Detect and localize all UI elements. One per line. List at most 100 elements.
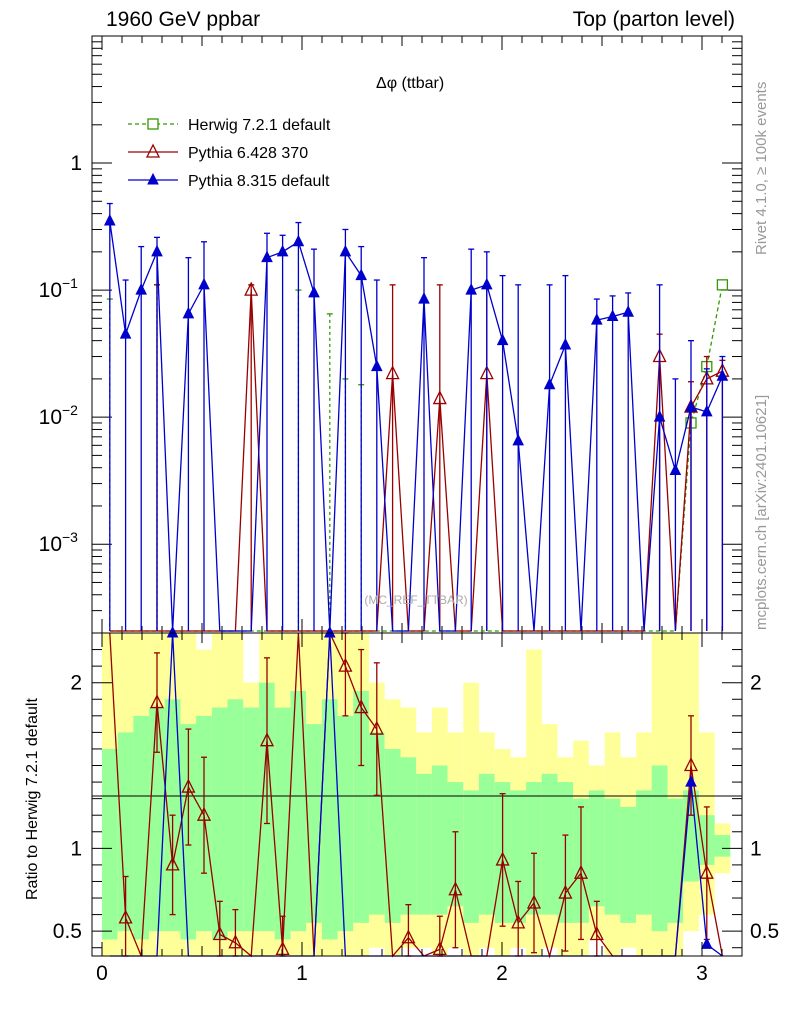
ratio-point xyxy=(589,926,604,941)
data-point xyxy=(308,285,320,298)
main-y-tick-exponent: −3 xyxy=(62,529,78,545)
ratio-x-ticks: 0 1 2 3 xyxy=(96,633,743,985)
ratio-band-inner xyxy=(463,790,480,923)
ratio-point xyxy=(354,699,369,714)
data-point xyxy=(685,399,697,412)
main-y-tick-label: 1 xyxy=(70,152,82,175)
data-point xyxy=(480,277,493,290)
ratio-y-tick-label: 0.5 xyxy=(53,920,82,943)
ratio-y-ticks: 2 2 1 1 0.5 0.5 xyxy=(53,632,779,949)
data-point xyxy=(418,291,430,304)
x-tick-label: 2 xyxy=(496,962,508,985)
main-y-tick-label: 10 xyxy=(39,279,62,302)
data-point xyxy=(244,281,259,296)
x-tick-label: 1 xyxy=(296,962,308,985)
ratio-point xyxy=(699,864,714,879)
ratio-band-inner xyxy=(588,790,605,907)
ratio-band-inner xyxy=(101,748,118,940)
ratio-point xyxy=(196,806,212,821)
main-y-tick-exponent: −2 xyxy=(62,402,78,418)
legend-label: Herwig 7.2.1 default xyxy=(188,117,331,134)
data-point xyxy=(151,244,163,257)
ratio-series-pythia6 xyxy=(109,632,724,959)
data-point xyxy=(119,327,132,339)
ratio-point xyxy=(259,732,275,747)
ratio-point xyxy=(165,856,180,871)
ratio-band-inner xyxy=(211,707,228,940)
analysis-watermark: (MC_REF_TTBAR) xyxy=(364,593,467,607)
data-point xyxy=(339,244,352,257)
ratio-y-axis-label: Ratio to Herwig 7.2.1 default xyxy=(24,698,41,900)
data-point xyxy=(135,282,148,295)
ratio-band-inner xyxy=(541,773,558,915)
x-tick-label: 3 xyxy=(696,962,708,985)
ratio-band-inner xyxy=(290,690,307,932)
data-point xyxy=(653,410,666,422)
ratio-band-inner xyxy=(321,699,338,940)
ratio-point xyxy=(228,934,243,949)
data-point xyxy=(716,369,729,381)
ratio-band-inner xyxy=(651,765,668,932)
legend-marker xyxy=(147,172,159,185)
legend-marker xyxy=(147,118,159,130)
ratio-point xyxy=(526,894,542,909)
ratio-point xyxy=(432,940,447,956)
legend-label: Pythia 6.428 370 xyxy=(188,145,308,162)
data-point xyxy=(292,234,305,247)
ratio-point xyxy=(685,774,697,787)
data-point xyxy=(465,282,478,295)
ratio-band-inner xyxy=(400,757,417,915)
data-point xyxy=(716,279,729,291)
ratio-panel: 2 2 1 1 0.5 0.5 0 1 2 3 Ratio to Herwig 7.2.1 de… xyxy=(24,625,779,985)
data-point xyxy=(182,306,195,319)
series-line xyxy=(109,290,723,632)
ratio-band-inner xyxy=(416,773,432,915)
ratio-y-tick-label-right: 1 xyxy=(750,837,762,860)
main-y-tick-exponent: −1 xyxy=(62,275,78,291)
data-point xyxy=(276,244,289,257)
main-series xyxy=(103,202,730,632)
ratio-band-inner xyxy=(510,790,527,923)
header-left: 1960 GeV ppbar xyxy=(106,8,260,31)
ratio-band-inner xyxy=(604,798,621,915)
ratio-band-inner xyxy=(353,690,370,923)
data-point xyxy=(385,365,400,380)
main-y-tick-labels: 110−110−210−3 xyxy=(39,152,82,556)
ratio-band-inner xyxy=(667,798,684,923)
data-point xyxy=(198,277,210,290)
ratio-point xyxy=(149,694,165,709)
data-point xyxy=(622,305,635,317)
ratio-point xyxy=(683,757,699,772)
legend: Herwig 7.2.1 default Pythia 6.428 370 Pyth… xyxy=(128,117,331,190)
ratio-point xyxy=(511,914,526,929)
data-point xyxy=(370,359,383,372)
data-point xyxy=(669,463,682,476)
ratio-band-inner xyxy=(620,806,637,923)
rivet-version-label: Rivet 4.1.0, ≥ 100k events xyxy=(753,82,770,255)
series-pythia8 xyxy=(103,202,729,632)
ratio-series xyxy=(109,625,724,959)
ratio-point xyxy=(275,940,290,956)
ratio-band-inner xyxy=(337,715,354,932)
ratio-point xyxy=(369,720,384,735)
ratio-point xyxy=(448,881,463,896)
data-point xyxy=(606,309,619,321)
ratio-y-tick-label: 2 xyxy=(70,672,82,695)
ratio-y-tick-label-right: 0.5 xyxy=(750,920,779,943)
ratio-point xyxy=(166,625,179,638)
ratio-y-tick-label-right: 2 xyxy=(750,672,762,695)
ratio-point xyxy=(573,864,589,879)
ratio-band-inner xyxy=(714,835,731,857)
ratio-band-inner xyxy=(306,724,322,923)
header-right: Top (parton level) xyxy=(573,8,735,31)
legend-marker xyxy=(145,143,161,158)
ratio-point xyxy=(212,926,227,941)
data-point xyxy=(590,313,603,325)
ratio-point xyxy=(558,884,573,899)
ratio-point xyxy=(700,937,713,949)
ratio-band-inner xyxy=(431,765,448,915)
ratio-point xyxy=(181,778,196,793)
ratio-uncertainty-bands xyxy=(101,633,731,956)
ratio-point xyxy=(323,625,336,638)
ratio-band-inner xyxy=(133,715,150,940)
